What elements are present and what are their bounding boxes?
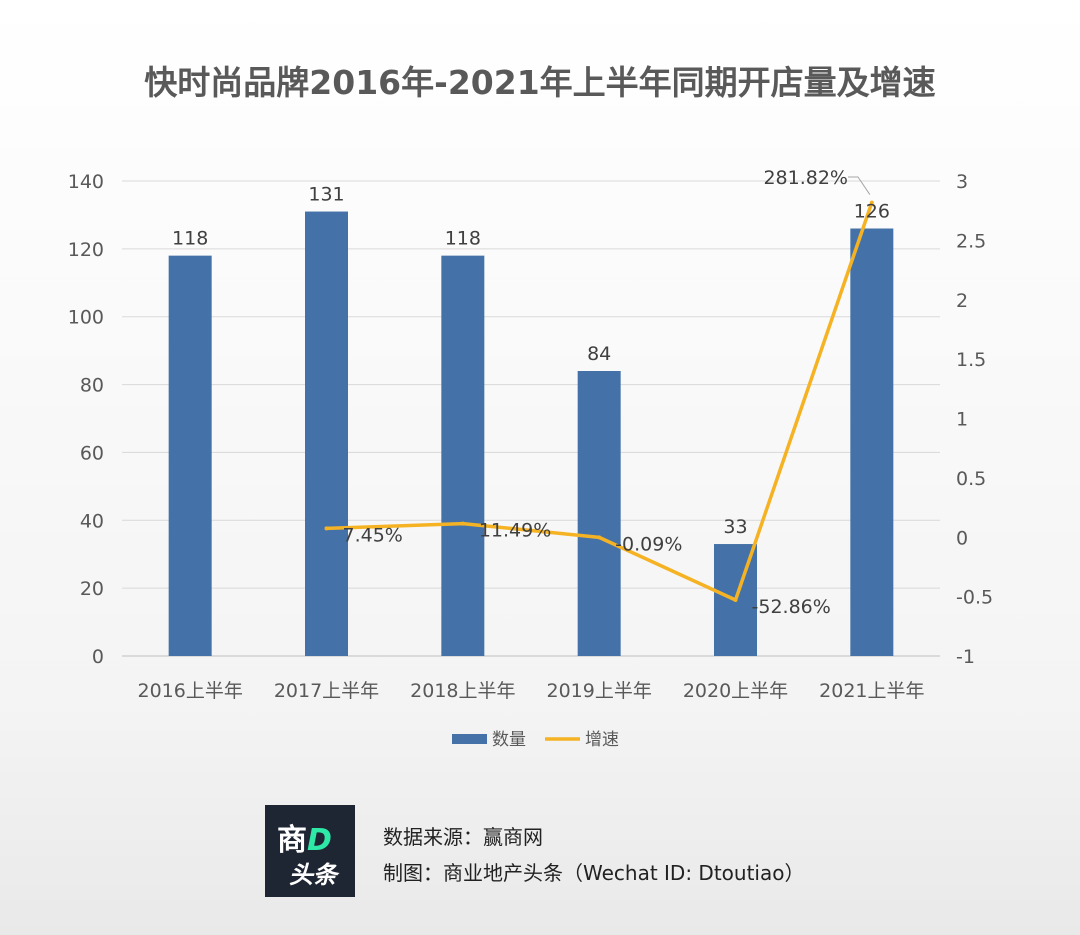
footer: 商D 头条 数据来源：赢商网 制图：商业地产头条（Wechat ID: Dtou… [265,805,905,897]
growth-label-leader [848,176,871,195]
x-tick-label: 2018上半年 [410,680,515,702]
bar [305,211,348,657]
bar [577,371,621,656]
growth-value-label: 11.49% [479,520,551,542]
gridlines [122,180,940,657]
growth-point [869,200,874,205]
y-left-tick-label: 40 [80,510,104,532]
logo-text-accent: D [307,823,332,858]
y-left-tick-label: 60 [80,442,104,464]
growth-point [324,526,329,531]
y-right-tick-label: 1.5 [956,349,986,371]
bar-value-label: 118 [445,228,481,250]
right-axis: -1 -0.5 0 0.5 1 1.5 2 2.5 3 [956,171,993,668]
y-left-tick-label: 0 [92,646,104,668]
y-right-tick-label: 0.5 [956,468,986,490]
legend: 数量 增速 [452,730,619,750]
x-tick-label: 2021上半年 [819,680,924,702]
line-series [324,200,874,603]
bar-value-label: 131 [308,184,344,206]
y-right-tick-label: 2 [956,290,968,312]
growth-point [597,535,602,540]
bar [168,255,212,656]
source-text: 数据来源：赢商网 [383,825,543,849]
x-tick-label: 2017上半年 [274,680,379,702]
growth-value-label: 281.82% [763,167,848,189]
growth-point [733,598,738,603]
y-right-tick-label: -1 [956,646,975,668]
legend-swatch-bar [452,734,487,744]
left-axis: 0 20 40 60 80 100 120 140 [68,171,104,668]
bar-value-label: 126 [854,201,890,223]
bar [441,255,485,656]
bar-value-label: 118 [172,228,208,250]
y-right-tick-label: -0.5 [956,587,993,609]
maker-text: 制图：商业地产头条（Wechat ID: Dtoutiao） [383,861,805,885]
bar-value-label: 84 [587,343,611,365]
logo-text-top: 商 [277,823,307,858]
brand-logo: 商D 头条 [265,805,355,897]
y-left-tick-label: 120 [68,239,104,261]
growth-point [460,521,465,526]
y-left-tick-label: 100 [68,307,104,329]
bar-value-label: 33 [723,516,747,538]
x-tick-label: 2020上半年 [683,680,788,702]
growth-value-label: -0.09% [615,533,682,555]
growth-value-label: 7.45% [343,524,403,546]
bar-series [168,211,894,657]
x-tick-label: 2016上半年 [137,680,242,702]
logo-text-bottom: 头条 [289,861,337,889]
y-left-tick-label: 140 [68,171,104,193]
y-right-tick-label: 1 [956,409,968,431]
x-tick-label: 2019上半年 [546,680,651,702]
y-left-tick-label: 80 [80,375,104,397]
chart-title: 快时尚品牌2016年-2021年上半年同期开店量及增速 [144,63,935,102]
y-left-tick-label: 20 [80,578,104,600]
bar [850,228,894,656]
x-axis: 2016上半年 2017上半年 2018上半年 2019上半年 2020上半年 2021上… [137,680,924,702]
y-right-tick-label: 2.5 [956,230,986,252]
growth-value-label: -52.86% [752,596,831,618]
y-right-tick-label: 0 [956,527,968,549]
legend-label-bar: 数量 [492,730,526,750]
legend-label-line: 增速 [585,730,619,750]
data-labels: 118 131 118 84 33 126 7.45% 11.49% -0.09% -52.86%… [172,167,890,618]
y-right-tick-label: 3 [956,171,968,193]
